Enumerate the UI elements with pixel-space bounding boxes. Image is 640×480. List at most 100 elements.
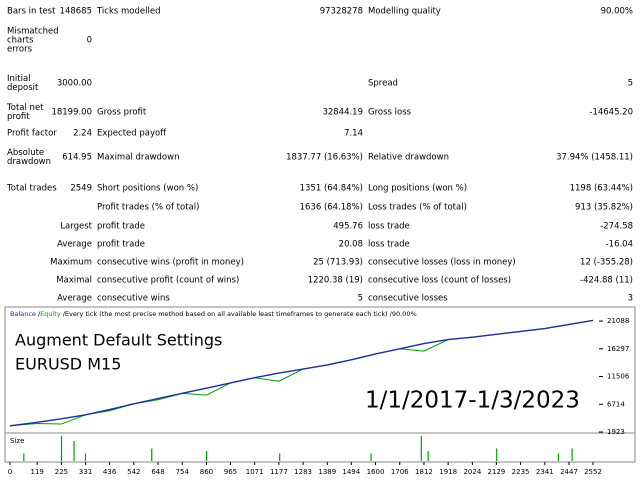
x-tick-label: 1812: [415, 468, 433, 476]
cell-value: 2.24: [73, 128, 92, 139]
cell-value: 20.08: [338, 239, 363, 250]
header-text: Every tick (the most precise method base…: [65, 310, 388, 318]
cell-label: consecutive profit (count of wins): [97, 275, 240, 286]
cell-value: 7.14: [344, 128, 363, 139]
cell-label: Bars in test: [7, 6, 56, 17]
cell-label: Total trades: [7, 183, 57, 194]
chart-frame: [4, 306, 636, 463]
size-label: Size: [10, 437, 24, 445]
cell-value: 1636 (64.18%): [299, 202, 363, 213]
size-bar: [84, 453, 87, 461]
x-tick-label: 331: [79, 468, 92, 476]
x-tick-label: 1177: [270, 468, 288, 476]
size-bar: [420, 436, 422, 461]
legend-equity: Equity: [40, 310, 61, 318]
size-bar: [557, 453, 559, 461]
cell-label: loss trade: [368, 221, 410, 232]
cell-label: profit trade: [97, 221, 145, 232]
cell-label: Average: [57, 293, 92, 304]
cell-label: loss trade: [368, 239, 410, 250]
cell-value: 37.94% (1458.11): [556, 152, 633, 163]
x-tick-label: 542: [127, 468, 140, 476]
x-tick-label: 1706: [391, 468, 409, 476]
cell-value: 32844.19: [322, 107, 363, 118]
annotation: EURUSD M15: [15, 355, 121, 374]
cell-value: 2549: [70, 183, 92, 194]
size-bar: [571, 448, 573, 461]
size-bar: [205, 451, 208, 461]
cell-label: Short positions (won %): [97, 183, 199, 194]
size-bar: [151, 448, 153, 461]
cell-label: Maximal drawdown: [97, 152, 180, 163]
cell-label: Profit factor: [7, 128, 57, 139]
cell-label: Profit trades (% of total): [97, 202, 200, 213]
y-tick-label: 11506: [607, 373, 630, 381]
cell-value: 1220.38 (19): [307, 275, 363, 286]
cell-value: 97328278: [319, 6, 363, 17]
y-tick-label: 6714: [607, 400, 625, 408]
cell-value: 3: [627, 293, 633, 304]
cell-label: Expected payoff: [97, 128, 167, 139]
x-tick-label: 754: [176, 468, 190, 476]
x-tick-label: 965: [224, 468, 237, 476]
size-bar: [73, 441, 75, 461]
cell-label: consecutive losses: [368, 293, 448, 304]
chart-header: Balance/Equity/Every tick (the most prec…: [10, 310, 417, 318]
cell-label: Absolute drawdown: [7, 148, 51, 167]
x-tick-label: 2447: [560, 468, 578, 476]
size-bar: [496, 448, 498, 461]
cell-value: 1351 (64.84%): [299, 183, 363, 194]
cell-label: Modelling quality: [368, 6, 441, 17]
x-tick-label: 2552: [584, 468, 602, 476]
cell-value: 614.95: [62, 152, 92, 163]
separator: /: [38, 310, 41, 318]
x-tick-label: 2341: [536, 468, 554, 476]
x-tick-label: 436: [103, 468, 117, 476]
cell-label: Average: [57, 239, 92, 250]
size-bar: [23, 453, 25, 461]
cell-label: consecutive wins (profit in money): [97, 257, 244, 268]
header-quality: 90.00%: [392, 310, 417, 318]
x-tick-label: 1283: [294, 468, 312, 476]
cell-value: 0: [86, 35, 92, 46]
cell-label: consecutive losses (loss in money): [368, 257, 516, 268]
y-tick-label: 1923: [607, 428, 625, 436]
cell-label: Gross loss: [368, 107, 412, 118]
cell-label: Gross profit: [97, 107, 147, 118]
x-tick-label: 1494: [342, 468, 360, 476]
x-tick-label: 2235: [512, 468, 530, 476]
cell-value: -14645.20: [589, 107, 633, 118]
cell-value: -274.58: [600, 221, 633, 232]
cell-value: 495.76: [333, 221, 363, 232]
x-tick-label: 2024: [463, 468, 481, 476]
cell-label: Initial deposit: [7, 74, 39, 93]
x-tick-label: 1918: [439, 468, 457, 476]
cell-label: consecutive loss (count of losses): [368, 275, 512, 286]
x-tick-label: 0: [8, 468, 12, 476]
annotation: Augment Default Settings: [15, 331, 222, 350]
size-bar: [427, 451, 429, 461]
cell-value: 90.00%: [600, 6, 633, 17]
cell-label: Long positions (won %): [368, 183, 468, 194]
balance-line: [9, 319, 594, 427]
cell-value: 5: [357, 293, 363, 304]
annotation: 1/1/2017-1/3/2023: [365, 388, 580, 414]
cell-label: Maximum: [50, 257, 92, 268]
x-tick-label: 2129: [487, 468, 505, 476]
cell-value: 148685: [59, 6, 92, 17]
cell-value: 1837.77 (16.63%): [286, 152, 363, 163]
size-bar: [370, 453, 372, 461]
cell-value: 12 (-355.28): [580, 257, 633, 268]
x-tick-label: 225: [55, 468, 68, 476]
cell-label: Total net profit: [7, 103, 44, 122]
cell-value: 25 (713.93): [313, 257, 363, 268]
cell-value: 5: [627, 78, 633, 89]
cell-label: Loss trades (% of total): [368, 202, 467, 213]
cell-label: Relative drawdown: [368, 152, 449, 163]
x-tick-label: 119: [30, 468, 43, 476]
x-tick-label: 1071: [246, 468, 264, 476]
x-tick-label: 1389: [318, 468, 336, 476]
cell-label: Maximal: [56, 275, 92, 286]
cell-value: 913 (35.82%): [575, 202, 633, 213]
